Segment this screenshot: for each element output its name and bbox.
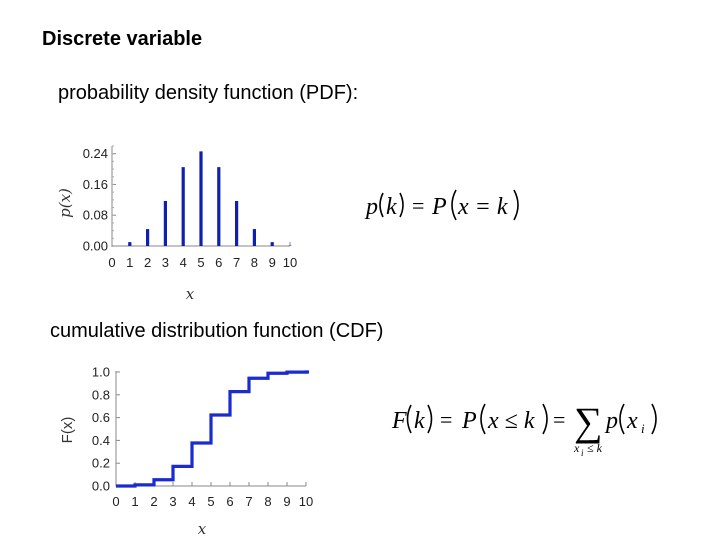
cdf-formula-term-sub: i — [641, 421, 645, 436]
cdf-x-tick-label: 0 — [112, 494, 119, 509]
pdf-chart: 0.00 0.08 0.16 0.24 0 1 2 3 4 5 6 7 8 9 10 x p(x) — [56, 145, 297, 303]
cdf-x-tick-label: 8 — [264, 494, 271, 509]
cdf-y-tick-label: 0.8 — [92, 387, 110, 402]
paren-icon — [427, 404, 433, 434]
cdf-formula-eq: = — [440, 407, 452, 432]
cdf-steps — [116, 370, 309, 488]
cdf-formula-arg: k — [414, 408, 425, 434]
cdf-y-tick-label: 0.0 — [92, 479, 110, 494]
pdf-x-tick-label: 1 — [126, 255, 133, 270]
cdf-y-tick-label: 0.6 — [92, 410, 110, 425]
pdf-formula-inner: x = k — [457, 194, 508, 220]
pdf-x-tick-label: 4 — [180, 255, 187, 270]
pdf-x-tick-label: 9 — [269, 255, 276, 270]
cdf-sum-subscript-i: i — [581, 448, 584, 458]
pdf-formula-lhs: p — [364, 194, 378, 220]
paren-icon — [619, 403, 625, 435]
cdf-ylabel: F(x) — [59, 417, 76, 444]
pdf-formula-arg: k — [386, 194, 397, 220]
cdf-xlabel: x — [198, 520, 207, 538]
cdf-x-tick-label: 9 — [283, 494, 290, 509]
paren-icon — [406, 404, 412, 434]
cdf-formula: F k = P x ≤ k = ∑ x i ≤ k p x i — [391, 399, 657, 458]
pdf-x-tick-label: 8 — [251, 255, 258, 270]
cdf-sum-subscript-x: x — [573, 441, 580, 455]
cdf-x-tick-label: 5 — [207, 494, 214, 509]
paren-icon — [513, 189, 519, 221]
cdf-x-tick-label: 7 — [245, 494, 252, 509]
summation-icon: ∑ — [574, 399, 603, 444]
pdf-xlabel: x — [186, 285, 195, 303]
cdf-formula-eq2: = — [553, 407, 565, 432]
paren-icon — [480, 403, 486, 435]
pdf-ylabel: p(x) — [56, 188, 74, 218]
cdf-formula-lhs: F — [391, 408, 407, 434]
cdf-sum-subscript-rest: ≤ k — [587, 441, 603, 455]
cdf-x-tick-label: 6 — [226, 494, 233, 509]
pdf-y-tick-label: 0.08 — [83, 208, 108, 223]
slide-title: Discrete variable — [42, 28, 203, 50]
paren-icon — [451, 189, 457, 221]
cdf-y-tick-label: 0.4 — [92, 433, 110, 448]
cdf-x-tick-label: 10 — [299, 494, 313, 509]
cdf-heading: cumulative distribution function (CDF) — [50, 320, 384, 342]
cdf-x-tick-label: 2 — [150, 494, 157, 509]
cdf-formula-P: P — [461, 408, 477, 434]
paren-icon — [399, 192, 404, 218]
pdf-y-tick-label: 0.24 — [83, 146, 108, 161]
pdf-y-tick-label: 0.00 — [83, 239, 108, 254]
cdf-x-tick-label: 1 — [131, 494, 138, 509]
pdf-x-tick-label: 0 — [108, 255, 115, 270]
pdf-heading: probability density function (PDF): — [58, 82, 359, 104]
paren-icon — [651, 403, 657, 435]
pdf-y-tick-label: 0.16 — [83, 177, 108, 192]
cdf-formula-term: p — [604, 408, 618, 434]
pdf-axes: 0.00 0.08 0.16 0.24 0 1 2 3 4 5 6 7 8 9 10 — [83, 145, 297, 270]
pdf-x-tick-label: 7 — [233, 255, 240, 270]
pdf-bars — [128, 151, 292, 246]
cdf-formula-term-arg: x — [626, 408, 638, 434]
paren-icon — [379, 192, 384, 218]
paren-icon — [542, 403, 548, 435]
cdf-axes: 0.0 0.2 0.4 0.6 0.8 1.0 0 1 2 3 4 5 6 7 8 9 10 — [92, 365, 313, 510]
cdf-chart: 0.0 0.2 0.4 0.6 0.8 1.0 0 1 2 3 4 5 6 7 8 9 10 x F(x) — [59, 365, 313, 539]
pdf-x-tick-label: 5 — [197, 255, 204, 270]
pdf-formula: p k = P x = k — [364, 189, 519, 221]
cdf-y-tick-label: 0.2 — [92, 456, 110, 471]
pdf-x-tick-label: 3 — [162, 255, 169, 270]
pdf-x-tick-label: 6 — [215, 255, 222, 270]
pdf-x-tick-label: 2 — [144, 255, 151, 270]
cdf-x-tick-label: 4 — [188, 494, 195, 509]
pdf-formula-P: P — [431, 194, 447, 220]
cdf-step-line — [116, 370, 309, 488]
pdf-x-tick-label: 10 — [283, 255, 297, 270]
cdf-x-tick-label: 3 — [169, 494, 176, 509]
pdf-formula-eq: = — [412, 193, 424, 218]
cdf-y-tick-label: 1.0 — [92, 365, 110, 380]
cdf-formula-inner: x ≤ k — [487, 408, 535, 434]
